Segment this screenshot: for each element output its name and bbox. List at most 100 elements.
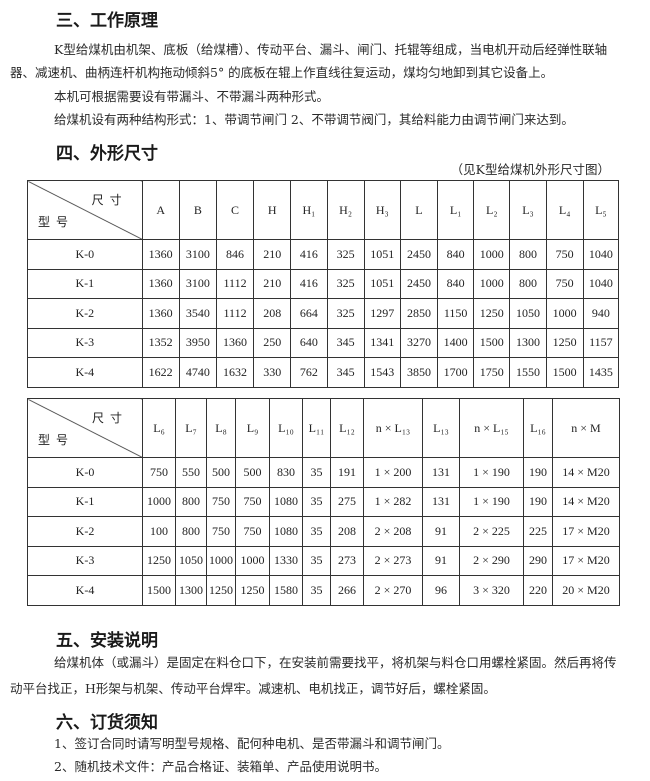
- table-cell: 4740: [178, 357, 217, 388]
- table-cell: 273: [330, 545, 364, 576]
- table-cell: 35: [302, 545, 331, 576]
- table-cell: 345: [326, 357, 365, 388]
- table-cell: 2 × 208: [363, 516, 423, 547]
- column-header: L₁₃: [422, 398, 460, 458]
- table-cell: 750: [206, 486, 236, 517]
- column-header: L₁₀: [269, 398, 303, 458]
- table-cell: 1500: [545, 357, 584, 388]
- table-cell: 416: [290, 268, 328, 299]
- column-header: L₂: [473, 180, 511, 240]
- table-cell: 1080: [269, 516, 303, 547]
- paragraph-line: 给煤机设有两种结构形式：1、带调节闸门 2、不带调节阀门，其给料能力由调节闸门来…: [54, 112, 574, 127]
- table-cell: 250: [253, 327, 292, 358]
- table-cell: 191: [330, 457, 364, 488]
- table-cell: 1 × 190: [459, 457, 524, 488]
- table-cell: 640: [290, 327, 328, 358]
- table-cell: 96: [422, 575, 460, 606]
- table-cell: 840: [437, 239, 475, 270]
- table-cell: 3540: [178, 298, 217, 329]
- table-cell: 1112: [215, 298, 255, 329]
- table-cell: 1000: [206, 545, 236, 576]
- column-header: L₄: [545, 180, 584, 240]
- table-cell: 750: [545, 268, 584, 299]
- table-cell: 131: [422, 486, 460, 517]
- table-cell: 1000: [473, 239, 511, 270]
- table-cell: 290: [523, 545, 553, 576]
- column-header: B: [178, 180, 217, 240]
- table-cell: 325: [326, 298, 365, 329]
- table-cell: 750: [545, 239, 584, 270]
- column-header: L₁₂: [330, 398, 364, 458]
- table-cell: 1300: [509, 327, 547, 358]
- table-cell: 1080: [269, 486, 303, 517]
- paragraph-line: 本机可根据需要设有带漏斗、不带漏斗两种形式。: [54, 89, 330, 104]
- table-cell: 2 × 270: [363, 575, 423, 606]
- table-row: K-2 100 800 750 750 1080 35 208 2 × 208 91 2 × 225…: [27, 516, 620, 547]
- corner-header: 尺寸 型号: [27, 180, 143, 240]
- column-header: C: [215, 180, 255, 240]
- table-cell: 800: [509, 268, 547, 299]
- header-row: 尺寸 型号 L₆ L₇ L₈ L₉ L₁₀ L₁₁ L₁₂ n × L₁₃ L₁₃ n × L₁₅ L₁…: [27, 398, 620, 458]
- dimension-table-1: 尺寸 型号 A B C H H₁ H₂ H₃ L L₁ L₂ L₃ L₄ L₅ K-0 1360 3100 846 2…: [27, 180, 620, 388]
- table-cell: 3270: [399, 327, 439, 358]
- table-cell: 35: [302, 486, 331, 517]
- table-row: K-4 1622 4740 1632 330 762 345 1543 3850 1700 1750…: [27, 357, 620, 388]
- column-header: L₁₆: [523, 398, 553, 458]
- table-cell: 1050: [175, 545, 207, 576]
- table-cell: 1250: [473, 298, 511, 329]
- table-cell: 100: [142, 516, 176, 547]
- table-cell: 3 × 320: [459, 575, 524, 606]
- table-cell: 800: [175, 486, 207, 517]
- table-cell: 1051: [363, 239, 401, 270]
- table-cell: 750: [206, 516, 236, 547]
- table-row: K-0 750 550 500 500 830 35 191 1 × 200 131 1 × 190…: [27, 457, 620, 488]
- model-cell: K-1: [27, 486, 143, 517]
- table-cell: 345: [326, 327, 365, 358]
- column-header: H₃: [363, 180, 401, 240]
- model-cell: K-1: [27, 268, 143, 299]
- table-row: K-1 1360 3100 1112 210 416 325 1051 2450 840 1000 8…: [27, 268, 620, 299]
- table-cell: 1000: [473, 268, 511, 299]
- table-cell: 3850: [399, 357, 439, 388]
- table-cell: 1580: [269, 575, 303, 606]
- table-cell: 416: [290, 239, 328, 270]
- table-row: K-2 1360 3540 1112 208 664 325 1297 2850 1150 1250…: [27, 298, 620, 329]
- corner-model-label: 型号: [38, 215, 75, 229]
- order-note: 1、签订合同时请写明型号规格、配何种电机、是否带漏斗和调节闸门。: [54, 736, 450, 751]
- column-header: H₂: [326, 180, 365, 240]
- table-cell: 830: [269, 457, 303, 488]
- table-cell: 1051: [363, 268, 401, 299]
- column-header: L₃: [509, 180, 547, 240]
- section-5-title: 五、安装说明: [56, 631, 158, 651]
- corner-model-label: 型号: [38, 433, 75, 447]
- table-cell: 2 × 273: [363, 545, 423, 576]
- table-cell: 2 × 225: [459, 516, 524, 547]
- table-cell: 210: [253, 268, 292, 299]
- table-cell: 750: [142, 457, 176, 488]
- figure-reference-caption: （见K型给煤机外形尺寸图）: [450, 162, 610, 177]
- paragraph-line: 给煤机体（或漏斗）是固定在料仓口下，在安装前需要找平，将机架与料仓口用螺栓紧固。…: [54, 655, 617, 670]
- table-cell: 35: [302, 575, 331, 606]
- model-cell: K-4: [27, 575, 143, 606]
- table-cell: 1157: [582, 327, 620, 358]
- table-cell: 35: [302, 457, 331, 488]
- column-header: H: [253, 180, 292, 240]
- table-cell: 330: [253, 357, 292, 388]
- table-cell: 14 × M20: [552, 486, 620, 517]
- table-cell: 208: [330, 516, 364, 547]
- table-cell: 3950: [178, 327, 217, 358]
- table-cell: 1 × 190: [459, 486, 524, 517]
- table-cell: 208: [253, 298, 292, 329]
- table-cell: 131: [422, 457, 460, 488]
- table-cell: 800: [175, 516, 207, 547]
- table-cell: 2450: [399, 268, 439, 299]
- table-cell: 91: [422, 516, 460, 547]
- table-cell: 275: [330, 486, 364, 517]
- corner-header: 尺寸型号: [27, 398, 143, 458]
- table-cell: 1050: [509, 298, 547, 329]
- column-header: L₁₁: [302, 398, 331, 458]
- corner-dimension-label: 尺寸: [91, 411, 128, 425]
- column-header: L₁: [437, 180, 475, 240]
- table-cell: 1 × 282: [363, 486, 423, 517]
- table-cell: 210: [253, 239, 292, 270]
